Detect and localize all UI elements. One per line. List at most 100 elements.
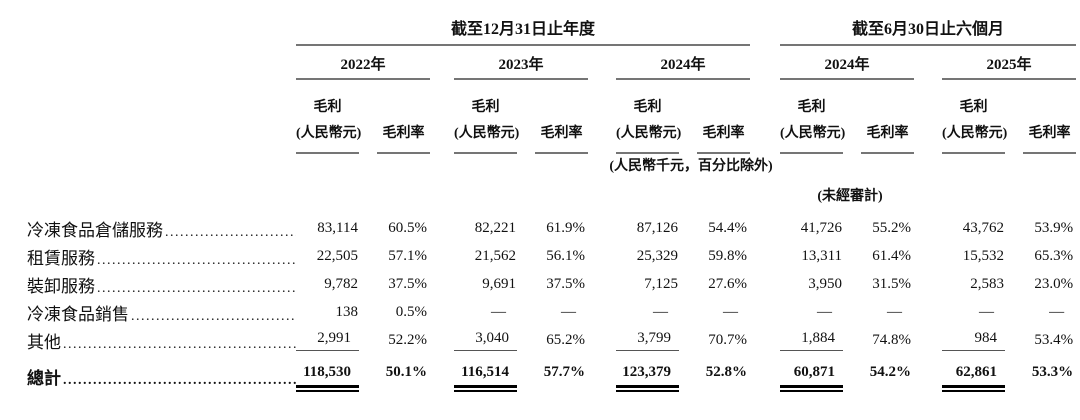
gp-amount-cell: — — [979, 303, 995, 320]
column-spacer — [588, 80, 616, 154]
column-spacer — [430, 80, 454, 154]
column-spacer — [750, 214, 780, 242]
table-row: 租賃服務 22,505 57.1% 21,562 56.1% 25,329 59… — [2, 242, 1076, 270]
gp-amount-cell: — — [491, 303, 506, 320]
gp-amount-cell: 9,782 — [324, 275, 358, 292]
gp-amount-cell: 1,884 — [780, 326, 850, 354]
gp-margin-cell: 61.9% — [546, 219, 585, 236]
gp-margin-header: 毛利率 — [535, 121, 588, 154]
column-spacer — [588, 298, 616, 326]
section-header-row: 截至12月31日止年度 截至6月30日止六個月 — [2, 2, 1077, 46]
gp-margin-cell: 52.2% — [388, 331, 427, 348]
gp-margin-cell: — — [723, 303, 739, 320]
gp-amount-cell: 82,221 — [474, 219, 516, 236]
column-spacer — [914, 270, 942, 298]
column-spacer — [914, 354, 942, 420]
unit-note-row: (人民幣千元，百分比除外) — [2, 154, 1076, 176]
gp-amount-cell: 2,583 — [970, 275, 1005, 292]
table-row: 冷凍食品銷售 138 0.5% — — — — — — — — — [2, 298, 1076, 326]
gp-margin-cell: — — [1049, 303, 1065, 320]
total-amount-cell: 116,514 — [454, 354, 524, 420]
gp-amount-cell: 25,329 — [636, 247, 678, 264]
gp-margin-cell: 0.5% — [395, 303, 427, 320]
gp-margin-cell: 65.2% — [546, 331, 585, 348]
total-row: 總計 118,530 50.1% 116,514 57.7% 123,379 5… — [2, 354, 1076, 420]
gp-margin-cell: 57.1% — [388, 247, 427, 264]
column-spacer — [588, 354, 616, 420]
gp-amount-cell: 3,799 — [616, 326, 686, 354]
gp-amount-header: 毛利 (人民幣元) — [296, 95, 361, 154]
total-amount-cell: 60,871 — [780, 354, 850, 420]
column-spacer — [750, 270, 780, 298]
gp-margin-cell: 54.4% — [708, 219, 748, 236]
column-spacer — [430, 242, 454, 270]
gp-margin-cell: 56.1% — [546, 247, 585, 264]
section-interim: 截至6月30日止六個月 — [780, 2, 1077, 46]
dot-leader — [97, 281, 296, 297]
column-spacer — [914, 46, 942, 80]
dot-leader — [97, 253, 296, 269]
gp-amount-cell: 43,762 — [962, 219, 1005, 236]
table-row: 其他 2,991 52.2% 3,040 65.2% 3,799 70.7% 1… — [2, 326, 1076, 354]
gp-amount-cell: 15,532 — [962, 247, 1005, 264]
section-header-annual: 截至12月31日止年度 — [296, 15, 751, 46]
column-spacer — [914, 242, 942, 270]
gp-amount-cell: 9,691 — [482, 275, 516, 292]
column-spacer — [430, 214, 454, 242]
year-header-2022: 2022年 — [296, 53, 430, 80]
unaudited-note: (未經審計) — [817, 189, 883, 204]
column-spacer — [588, 326, 616, 354]
column-spacer — [914, 326, 942, 354]
gp-margin-cell: 74.8% — [872, 331, 912, 348]
gp-margin-header: 毛利率 — [697, 121, 751, 154]
total-margin-cell: 54.2% — [869, 364, 912, 380]
gp-margin-header: 毛利率 — [861, 121, 915, 154]
year-header-2024: 2024年 — [616, 53, 751, 80]
gp-amount-cell: 7,125 — [644, 275, 678, 292]
gp-margin-cell: 59.8% — [708, 247, 748, 264]
column-spacer — [914, 214, 942, 242]
gp-amount-header: 毛利 (人民幣元) — [454, 95, 519, 154]
gp-margin-cell: 31.5% — [872, 275, 912, 292]
total-margin-cell: 57.7% — [543, 364, 585, 380]
gp-amount-cell: 984 — [942, 326, 1012, 354]
gp-margin-cell: 53.4% — [1034, 331, 1074, 348]
dot-leader — [131, 309, 296, 325]
dot-leader — [63, 373, 296, 389]
column-spacer — [430, 354, 454, 420]
table-row: 裝卸服務 9,782 37.5% 9,691 37.5% 7,125 27.6%… — [2, 270, 1076, 298]
column-spacer — [588, 46, 616, 80]
gp-margin-cell: 37.5% — [388, 275, 427, 292]
row-label: 其他 — [27, 328, 296, 353]
column-spacer — [430, 326, 454, 354]
column-spacer — [750, 298, 780, 326]
dot-leader — [63, 337, 296, 353]
gp-margin-cell: 53.9% — [1034, 219, 1074, 236]
table-row: 冷凍食品倉儲服務 83,114 60.5% 82,221 61.9% 87,12… — [2, 214, 1076, 242]
column-spacer — [750, 326, 780, 354]
column-spacer — [588, 214, 616, 242]
row-label: 裝卸服務 — [27, 272, 296, 297]
row-label: 租賃服務 — [27, 244, 296, 269]
year-header-2023: 2023年 — [454, 53, 588, 80]
gp-amount-cell: — — [817, 303, 833, 320]
gp-margin-cell: 37.5% — [546, 275, 585, 292]
label-column-head — [2, 2, 296, 46]
total-amount-cell: 123,379 — [616, 354, 686, 420]
gp-margin-cell: 70.7% — [708, 331, 748, 348]
total-margin-cell: 53.3% — [1031, 364, 1074, 380]
column-spacer — [914, 298, 942, 326]
gp-amount-cell: 41,726 — [800, 219, 843, 236]
gp-margin-header: 毛利率 — [377, 121, 430, 154]
gp-amount-cell: 3,040 — [454, 326, 524, 354]
gp-margin-cell: 61.4% — [872, 247, 912, 264]
gp-margin-cell: 27.6% — [708, 275, 748, 292]
gp-margin-header: 毛利率 — [1023, 121, 1077, 154]
column-spacer — [430, 270, 454, 298]
gp-amount-cell: 13,311 — [801, 247, 843, 264]
gp-amount-cell: 22,505 — [316, 247, 358, 264]
gp-amount-cell: 3,950 — [808, 275, 843, 292]
gp-margin-cell: 65.3% — [1034, 247, 1074, 264]
gp-amount-cell: 138 — [335, 303, 359, 320]
column-spacer — [750, 354, 780, 420]
